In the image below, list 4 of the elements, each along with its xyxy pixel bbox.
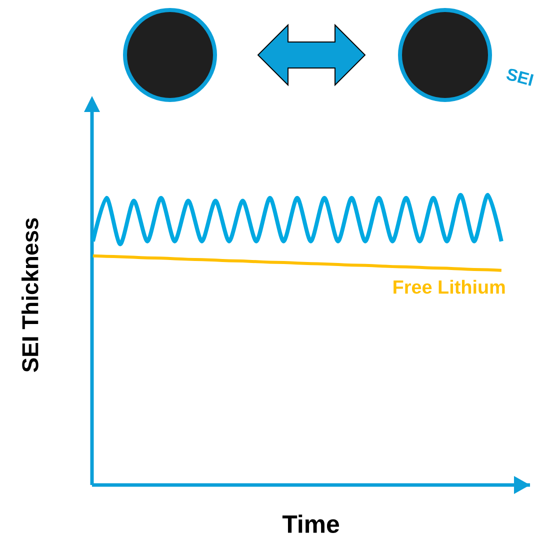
series-label: Free Lithium <box>394 280 505 294</box>
x-axis-title: Time <box>282 514 340 533</box>
y-axis-title: SEI Thickness <box>22 218 38 372</box>
text: SEI <box>506 68 534 86</box>
